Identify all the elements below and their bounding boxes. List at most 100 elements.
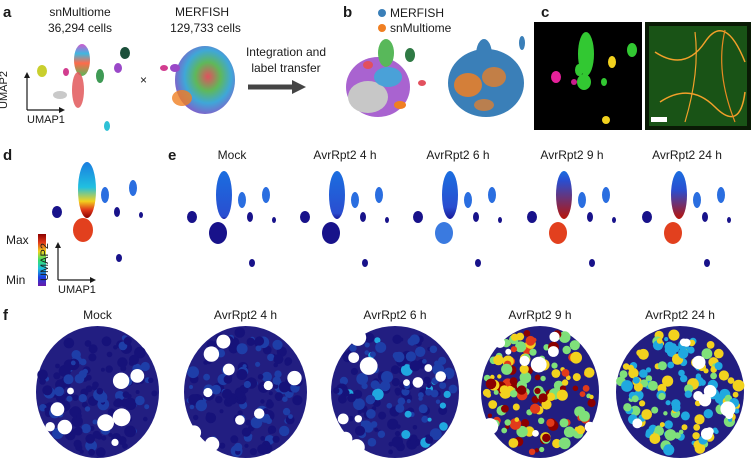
cell-spot <box>631 395 639 403</box>
integration-arrow-icon <box>248 80 306 94</box>
cell-spot <box>684 390 692 398</box>
cell-spot <box>651 406 659 414</box>
cell-spot <box>273 383 279 389</box>
cell-spot <box>66 395 73 402</box>
umap2-axis-label-a: UMAP2 <box>0 71 10 109</box>
tissue-gap <box>632 418 643 429</box>
cell-spot <box>397 397 406 406</box>
panel-e-umap-1 <box>300 171 389 267</box>
cell-spot <box>584 367 595 378</box>
legend-merfish-label: MERFISH <box>390 5 444 20</box>
cell-spot <box>81 401 88 408</box>
cell-spot <box>401 430 411 439</box>
cell-spot <box>221 388 233 400</box>
cell-spot <box>540 375 546 382</box>
cell-spot <box>542 433 551 443</box>
cell-spot <box>512 403 520 411</box>
main-cluster <box>216 171 232 219</box>
tissue-gap <box>263 380 273 391</box>
cell-spot <box>257 444 268 455</box>
cell-spot <box>260 399 265 404</box>
cell-spot <box>699 379 706 386</box>
snmultiome-umap-plot <box>37 44 130 131</box>
cell-spot <box>514 417 520 422</box>
feature-umap-d <box>52 162 143 262</box>
far-right-cluster <box>272 217 276 223</box>
small-cluster <box>473 212 479 222</box>
tissue-gap <box>720 401 736 417</box>
tissue-gap <box>235 415 245 425</box>
tissue-gap <box>617 431 633 447</box>
cell-spot <box>394 430 401 437</box>
far-right-cluster <box>385 217 389 223</box>
cell-spot <box>639 400 646 407</box>
tissue-gap <box>519 355 530 366</box>
right-cluster <box>717 187 725 203</box>
cell-spot <box>693 424 701 431</box>
mid-cluster <box>464 192 472 208</box>
bottom-cluster <box>249 259 255 267</box>
merfish-cell-count: 129,733 cells <box>170 21 241 35</box>
cell-spot <box>114 398 123 408</box>
cell-spot <box>392 334 402 344</box>
cell-spot <box>504 419 511 426</box>
cell-spot <box>338 394 347 404</box>
bottom-cluster <box>704 259 710 267</box>
cell-spot <box>680 411 690 421</box>
cell-spot <box>349 344 357 352</box>
cell-spot <box>558 331 571 343</box>
tissue-gap <box>530 356 547 373</box>
cell-spot <box>96 387 104 395</box>
fluorescence-image-right <box>645 22 751 130</box>
tissue-gap <box>216 334 231 349</box>
cell-spot <box>364 342 370 348</box>
cell-spot <box>632 376 640 384</box>
cell-spot <box>266 399 273 405</box>
cell-spot <box>404 410 412 418</box>
cell-spot <box>246 337 255 346</box>
cell-spot <box>57 397 63 403</box>
cell-spot <box>645 432 652 438</box>
tissue-section-0 <box>36 326 159 458</box>
cell-spot <box>521 419 530 428</box>
cell-spot <box>695 373 702 379</box>
cell-spot <box>692 432 700 440</box>
cell-spot <box>203 373 210 381</box>
cell-spot <box>645 367 652 373</box>
cell-spot <box>623 403 632 412</box>
umap1-axis-label-a: UMAP1 <box>27 114 65 126</box>
cell-spot <box>589 394 594 400</box>
cell-spot <box>284 359 291 366</box>
colorbar-max-label: Max <box>6 233 29 247</box>
cell-spot <box>497 374 502 379</box>
tissue-gap <box>349 329 367 346</box>
cell-spot <box>151 390 158 397</box>
cell-spot <box>569 340 580 351</box>
cell-spot <box>438 406 448 415</box>
cell-spot <box>39 378 46 385</box>
cell-spot <box>551 362 558 369</box>
cell-spot <box>189 385 193 389</box>
integrated-umap-by-dataset <box>448 36 525 117</box>
cell-spot <box>73 426 83 436</box>
cell-spot <box>435 399 441 404</box>
cell-spot <box>367 437 377 447</box>
cell-spot <box>438 356 447 365</box>
cell-spot <box>509 377 518 385</box>
cell-spot <box>426 383 432 389</box>
cell-spot <box>135 390 140 394</box>
cell-spot <box>129 354 139 365</box>
cell-spot <box>273 354 284 365</box>
panel-f-condition-label: AvrRpt2 4 h <box>213 308 278 322</box>
cell-spot <box>63 374 74 385</box>
cell-spot <box>386 402 393 409</box>
cell-spot <box>124 425 136 438</box>
tissue-gap <box>130 369 145 383</box>
cell-spot <box>525 335 536 346</box>
cell-spot <box>439 382 447 389</box>
panel-letter-d: d <box>3 147 13 164</box>
small-cluster <box>360 212 366 222</box>
panel-f-condition-label: AvrRpt2 9 h <box>508 308 572 322</box>
cell-spot <box>517 385 527 395</box>
cell-spot <box>135 395 145 406</box>
